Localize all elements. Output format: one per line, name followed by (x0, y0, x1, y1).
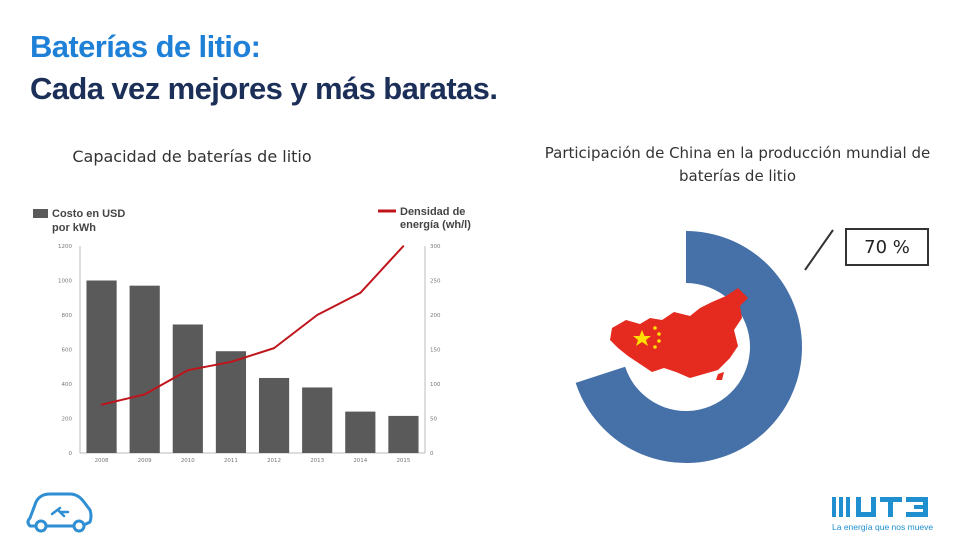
bar-2012 (258, 377, 290, 453)
x-tick-label: 2012 (267, 458, 281, 464)
legend-bar-label-2: por kWh (52, 222, 96, 234)
chart-line-series (100, 245, 405, 406)
bar-2015 (388, 415, 419, 453)
left-tick-label: 0 (69, 451, 73, 457)
density-point-2015 (402, 245, 405, 247)
density-point-2014 (359, 292, 362, 294)
left-tick-label: 400 (62, 382, 73, 388)
donut-label-leader (804, 229, 834, 271)
x-tick-label: 2015 (396, 458, 410, 464)
china-small-star-1 (653, 326, 657, 330)
density-line (101, 245, 405, 406)
x-tick-label: 2014 (353, 458, 367, 464)
ute-logo (832, 497, 928, 517)
right-tick-label: 250 (430, 279, 441, 285)
left-tick-label: 800 (62, 313, 73, 319)
right-tick-label: 0 (430, 451, 434, 457)
density-point-2011 (230, 361, 232, 363)
right-chart-caption: Participación de China en la producción … (544, 144, 931, 185)
china-small-star-4 (653, 345, 657, 349)
x-tick-label: 2011 (224, 458, 238, 464)
left-chart-caption: Capacidad de baterías de litio (72, 147, 312, 166)
x-tick-label: 2013 (310, 458, 324, 464)
battery-cost-density-chart: Costo en USD por kWh Densidad de energía… (30, 200, 471, 464)
china-small-star-3 (657, 339, 661, 343)
legend-line-label-1: Densidad de (400, 206, 465, 218)
right-tick-label: 200 (430, 313, 441, 319)
right-tick-label: 50 (430, 417, 437, 423)
title-line-1: Baterías de litio: (30, 29, 261, 64)
right-tick-label: 150 (430, 348, 441, 354)
bar-2009 (129, 285, 160, 453)
density-point-2010 (187, 369, 189, 372)
density-point-2008 (100, 403, 103, 406)
left-tick-label: 200 (62, 417, 73, 423)
density-point-2013 (316, 314, 318, 316)
donut-percentage-label: 70 % (845, 228, 929, 266)
china-big-star (633, 330, 651, 346)
right-tick-label: 300 (430, 244, 441, 250)
bar-2014 (345, 411, 376, 453)
china-small-star-2 (657, 332, 661, 336)
electric-car-icon (26, 492, 93, 533)
donut-slice-china (575, 231, 802, 464)
density-point-2009 (143, 393, 146, 396)
right-tick-label: 100 (430, 382, 441, 388)
legend-line-label-2: energía (wh/l) (400, 219, 471, 231)
left-tick-label: 1000 (58, 279, 72, 285)
slide-title: Baterías de litio: Cada vez mejores y má… (30, 26, 590, 110)
hainan-shape (716, 372, 724, 380)
left-tick-label: 600 (62, 348, 73, 354)
legend-bar-label-1: Costo en USD (52, 208, 125, 220)
chart-axes: 0 200 400 600 800 1000 1200 0 50 100 150 200 250 300 2… (58, 244, 441, 464)
left-tick-label: 1200 (58, 244, 72, 250)
chart-bars (86, 280, 419, 453)
x-tick-label: 2008 (95, 458, 109, 464)
density-point-2012 (273, 347, 275, 349)
china-share-donut (575, 231, 802, 464)
bar-2013 (302, 387, 333, 453)
bar-2011 (215, 351, 247, 453)
bar-2010 (172, 324, 203, 453)
ute-tagline: La energía que nos mueve (832, 522, 934, 532)
bar-2008 (86, 280, 117, 453)
x-tick-label: 2009 (138, 458, 152, 464)
china-map-icon (610, 288, 748, 380)
title-line-2: Cada vez mejores y más baratas. (30, 71, 498, 106)
x-tick-label: 2010 (181, 458, 195, 464)
legend-bar-swatch (33, 209, 48, 218)
china-shape (610, 288, 748, 378)
